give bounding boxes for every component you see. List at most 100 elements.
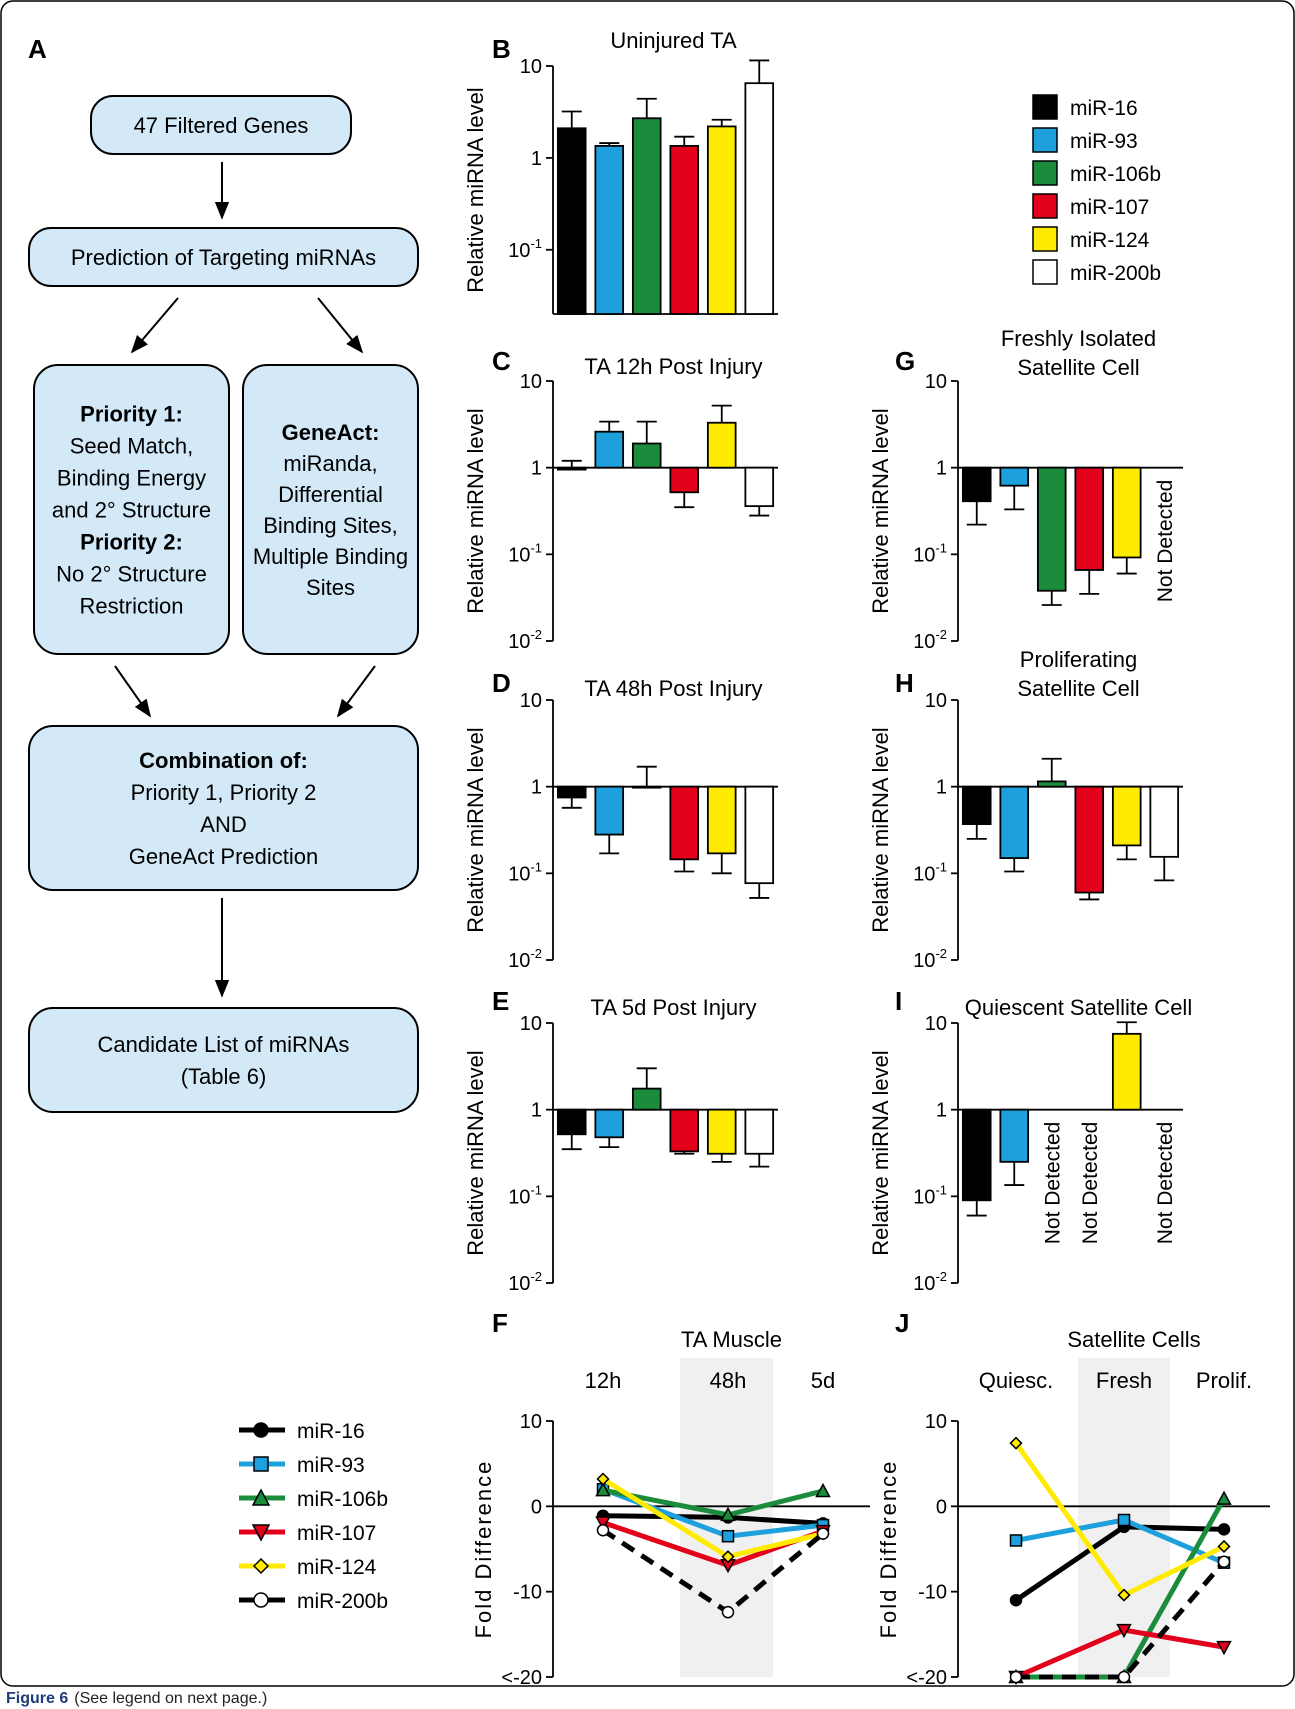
y-tick-label: 10-2 (508, 1269, 542, 1295)
flow-arrow (130, 297, 179, 354)
tick-exponent: -1 (530, 859, 542, 874)
bar-miR-124 (1111, 785, 1142, 847)
bar-miR-93 (594, 1108, 625, 1139)
flow-box-filtered (90, 95, 352, 155)
y-axis-label: Fold Difference (876, 1460, 901, 1639)
point-miR-106b (595, 1482, 611, 1497)
flow-text-filtered: 47 Filtered Genes (134, 113, 309, 138)
panel-letter-B: B (492, 34, 511, 64)
panel-letter-E: E (492, 986, 509, 1016)
point-miR-106b (815, 1482, 831, 1498)
point-miR-16 (1217, 1523, 1231, 1536)
bar-miR-124 (706, 421, 737, 469)
bar-miR-106b (1036, 466, 1067, 592)
tick-base: 10 (913, 1273, 935, 1295)
y-tick-label: 1 (936, 458, 947, 480)
point-miR-107 (1216, 1640, 1232, 1656)
bar-miR-93 (594, 145, 625, 315)
point-miR-200b (1009, 1670, 1023, 1684)
point-miR-106b (720, 1506, 736, 1522)
chart-title: Freshly Isolated (1001, 326, 1156, 351)
flow-box-geneact (242, 364, 419, 655)
bar-legend-swatch (1032, 226, 1058, 252)
tick-base: 10 (508, 950, 530, 972)
y-tick-label: 1 (936, 777, 947, 799)
bar-miR-124 (706, 785, 737, 855)
y-tick-label: 10-1 (913, 540, 947, 566)
bar-legend-label: miR-16 (1070, 97, 1138, 120)
y-tick-label: 10-1 (508, 1182, 542, 1208)
point-miR-200b (1217, 1555, 1231, 1569)
tick-exponent: -1 (530, 236, 542, 251)
y-tick-label: 10 (520, 371, 542, 393)
tick-exponent: -2 (530, 1269, 542, 1284)
panel-letter-I: I (895, 986, 902, 1016)
y-tick-label: 10 (520, 690, 542, 712)
flow-text-priority: Seed Match, (70, 434, 194, 459)
point-miR-93 (721, 1529, 735, 1543)
y-tick-label: 1 (531, 458, 542, 480)
flow-text-priority: No 2° Structure (56, 562, 207, 587)
bar-miR-200b (1149, 785, 1180, 858)
y-tick-label: -10 (513, 1582, 542, 1604)
bar-legend-label: miR-93 (1070, 130, 1138, 153)
bar-miR-107 (669, 785, 700, 861)
line-legend-label: miR-106b (297, 1488, 388, 1511)
chart-title: Uninjured TA (610, 28, 737, 53)
flow-text-combination: Priority 1, Priority 2 (131, 780, 317, 805)
bar-miR-107 (669, 1108, 700, 1153)
flow-text-candidate: (Table 6) (181, 1064, 267, 1089)
flow-box-combination (28, 725, 419, 891)
x-category-label: Fresh (1096, 1368, 1152, 1393)
tick-base: 10 (913, 631, 935, 653)
line-legend-label: miR-107 (297, 1522, 376, 1545)
bar-miR-93 (999, 1108, 1030, 1163)
y-tick-label: 10-2 (508, 946, 542, 972)
bar-miR-106b (631, 117, 662, 315)
y-tick-label: 10-2 (913, 1269, 947, 1295)
chart-panel-G: Freshly Isolated Satellite Cell Relative m… (868, 326, 1183, 653)
bar-legend-label: miR-200b (1070, 262, 1161, 285)
point-miR-93 (1009, 1534, 1023, 1547)
tick-base: 10 (508, 1273, 530, 1295)
bar-miR-93 (594, 785, 625, 836)
line-legend-label: miR-93 (297, 1454, 365, 1477)
y-tick-label: 10-1 (913, 1182, 947, 1208)
point-miR-107 (595, 1516, 611, 1531)
x-category-label: 48h (710, 1368, 747, 1393)
point-miR-124 (721, 1550, 735, 1564)
y-tick-label: 10-1 (508, 236, 542, 262)
bar-legend-label: miR-124 (1070, 229, 1150, 252)
y-tick-label: 1 (531, 148, 542, 170)
flow-text-priority: Binding Energy (57, 466, 206, 491)
flow-box-priority (33, 364, 230, 655)
bar-miR-16 (556, 1108, 587, 1136)
bar-miR-124 (1111, 1032, 1142, 1111)
marker-triangle-up (251, 1488, 271, 1506)
bar-miR-106b (631, 1087, 662, 1111)
bar-miR-124 (706, 125, 737, 315)
tick-base: 10 (508, 863, 530, 885)
bar-miR-107 (669, 145, 700, 315)
tick-exponent: -1 (935, 540, 947, 555)
y-axis-label: Relative miRNA level (463, 1050, 488, 1255)
bar-miR-16 (961, 1108, 992, 1202)
y-tick-label: 10 (520, 1013, 542, 1035)
tick-base: 10 (508, 1186, 530, 1208)
caption-label: Figure 6 (6, 1690, 68, 1707)
y-tick-label: <-20 (906, 1667, 947, 1689)
tick-base: 10 (913, 1186, 935, 1208)
flowchart-panel: 47 Filtered Genes Prediction of Targeting… (28, 95, 419, 1113)
bar-legend-label: miR-106b (1070, 163, 1161, 186)
tick-exponent: -2 (935, 946, 947, 961)
bar-miR-93 (594, 430, 625, 469)
bar-legend-swatch (1032, 127, 1058, 153)
flow-text-prediction: Prediction of Targeting miRNAs (71, 245, 376, 270)
x-category-label: 5d (811, 1368, 835, 1393)
caption-text: Figure 6 (See legend on next page.) (6, 1690, 267, 1707)
y-tick-label: 10 (925, 690, 947, 712)
y-tick-label: 10 (520, 1411, 542, 1433)
